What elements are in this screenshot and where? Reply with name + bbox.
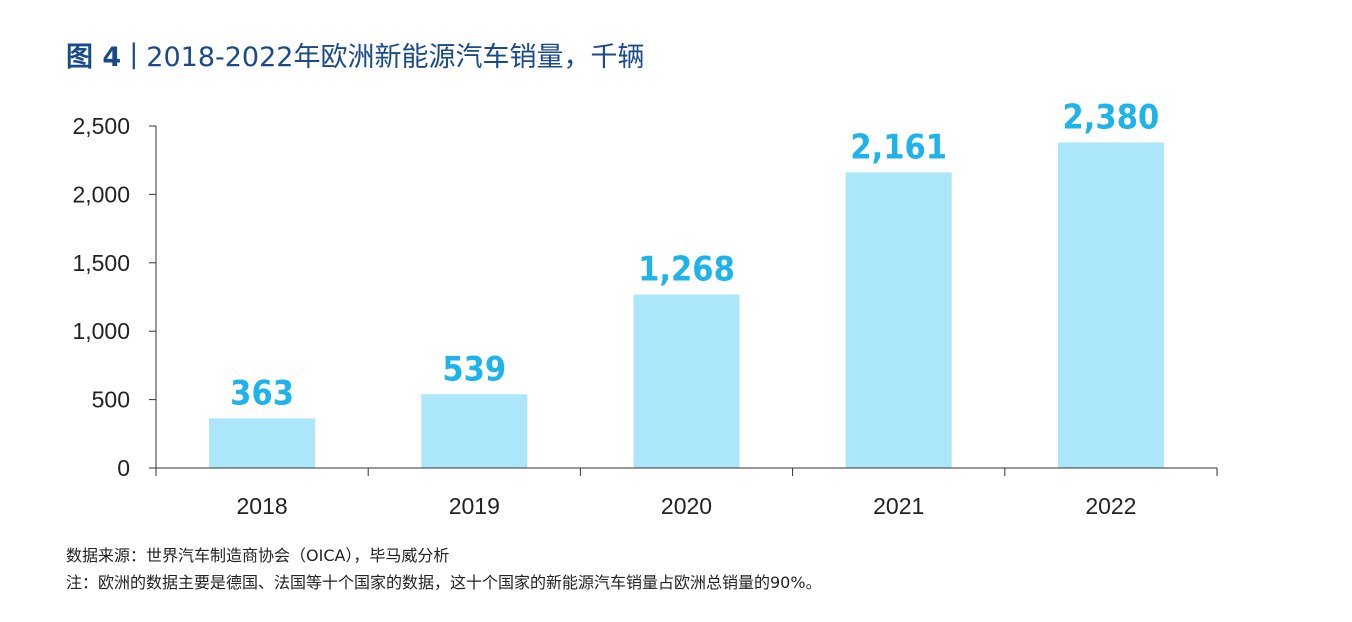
data-label-2021: 2,161: [850, 127, 947, 167]
data-label-2018: 363: [230, 373, 294, 413]
bar-2019: [421, 394, 528, 468]
bar-2020: [633, 294, 740, 468]
data-label-2019: 539: [442, 349, 506, 389]
source-note: 数据来源：世界汽车制造商协会（OICA），毕马威分析: [66, 546, 450, 565]
chart-notes: 数据来源：世界汽车制造商协会（OICA），毕马威分析 注：欧洲的数据主要是德国、…: [66, 542, 822, 596]
y-tick-label-500: 500: [92, 387, 130, 413]
y-tick-label-2500: 2,500: [72, 113, 130, 139]
bar-2021: [845, 172, 952, 469]
y-tick-label-0: 0: [117, 455, 130, 481]
chart-title: 图 4 | 2018-2022年欧洲新能源汽车销量，千辆: [66, 34, 644, 74]
bar-2022: [1057, 142, 1164, 468]
data-label-2020: 1,268: [638, 250, 735, 290]
y-tick-label-1000: 1,000: [72, 318, 130, 344]
bar-2018: [209, 418, 316, 468]
y-tick-label-1500: 1,500: [72, 250, 130, 276]
figure-label: 图 4: [66, 41, 122, 73]
x-tick-label-2020: 2020: [661, 493, 712, 519]
x-tick-label-2018: 2018: [237, 493, 288, 519]
footnote: 注：欧洲的数据主要是德国、法国等十个国家的数据，这十个国家的新能源汽车销量占欧洲…: [66, 573, 822, 592]
data-label-2022: 2,380: [1063, 97, 1160, 137]
y-tick-label-2000: 2,000: [72, 181, 130, 207]
x-tick-label-2019: 2019: [449, 493, 500, 519]
x-tick-label-2021: 2021: [873, 493, 924, 519]
title-text: 2018-2022年欧洲新能源汽车销量，千辆: [146, 41, 645, 73]
title-separator: |: [129, 38, 139, 70]
x-tick-label-2022: 2022: [1085, 493, 1136, 519]
